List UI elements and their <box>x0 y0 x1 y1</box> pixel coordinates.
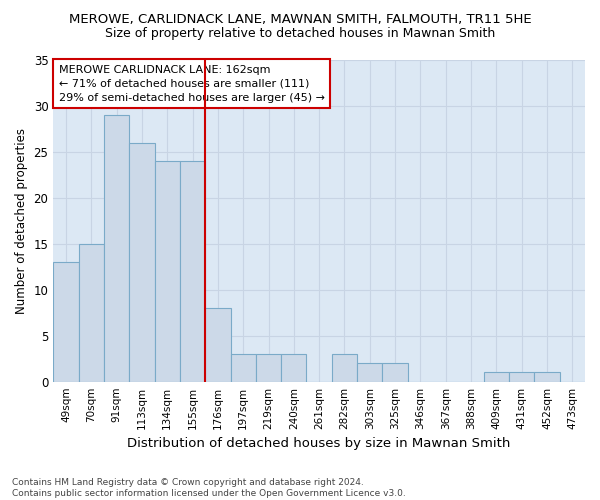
Text: MEROWE CARLIDNACK LANE: 162sqm
← 71% of detached houses are smaller (111)
29% of: MEROWE CARLIDNACK LANE: 162sqm ← 71% of … <box>59 65 325 103</box>
Bar <box>180 161 205 382</box>
Bar <box>79 244 104 382</box>
X-axis label: Distribution of detached houses by size in Mawnan Smith: Distribution of detached houses by size … <box>127 437 511 450</box>
Bar <box>155 161 180 382</box>
Bar <box>382 364 408 382</box>
Bar <box>205 308 230 382</box>
Bar <box>509 372 535 382</box>
Bar <box>129 142 155 382</box>
Bar <box>230 354 256 382</box>
Bar <box>281 354 307 382</box>
Bar <box>357 364 382 382</box>
Y-axis label: Number of detached properties: Number of detached properties <box>15 128 28 314</box>
Bar <box>332 354 357 382</box>
Bar <box>535 372 560 382</box>
Bar <box>256 354 281 382</box>
Bar <box>53 262 79 382</box>
Text: Contains HM Land Registry data © Crown copyright and database right 2024.
Contai: Contains HM Land Registry data © Crown c… <box>12 478 406 498</box>
Bar <box>484 372 509 382</box>
Text: MEROWE, CARLIDNACK LANE, MAWNAN SMITH, FALMOUTH, TR11 5HE: MEROWE, CARLIDNACK LANE, MAWNAN SMITH, F… <box>68 12 532 26</box>
Text: Size of property relative to detached houses in Mawnan Smith: Size of property relative to detached ho… <box>105 28 495 40</box>
Bar <box>104 115 129 382</box>
